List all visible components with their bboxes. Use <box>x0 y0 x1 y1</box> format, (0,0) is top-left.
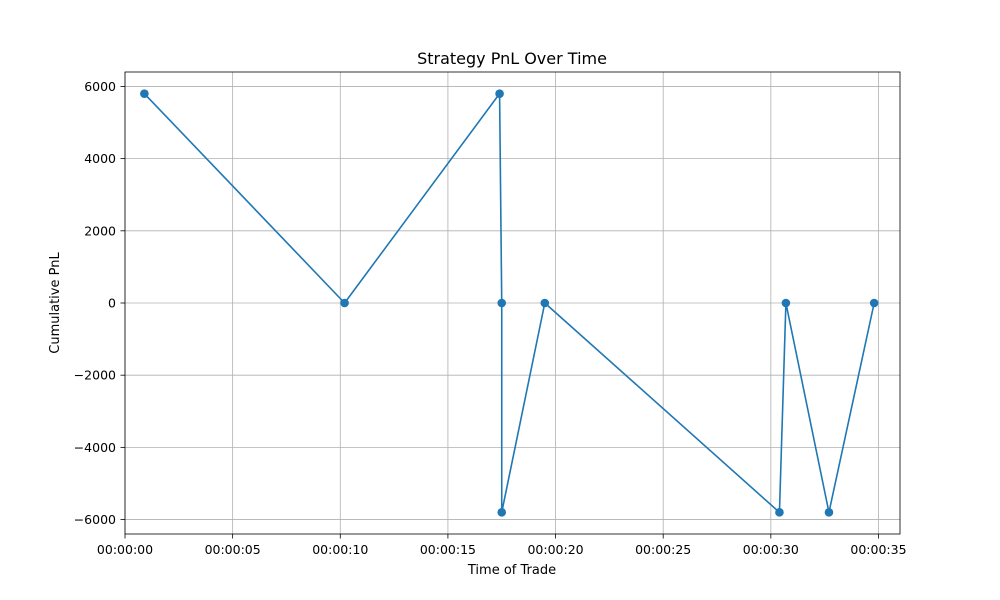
x-tick-label: 00:00:30 <box>743 542 799 557</box>
y-tick-label: −2000 <box>74 368 116 383</box>
x-tick-label: 00:00:05 <box>205 542 261 557</box>
x-tick-label: 00:00:20 <box>527 542 583 557</box>
x-tick-label: 00:00:35 <box>850 542 906 557</box>
y-tick-label: 6000 <box>84 79 116 94</box>
y-axis-label: Cumulative PnL <box>48 252 63 354</box>
data-point <box>869 298 879 308</box>
data-point <box>497 508 507 517</box>
y-tick-label: −6000 <box>74 512 116 527</box>
y-tick-label: 0 <box>108 296 116 311</box>
x-tick-label: 00:00:00 <box>97 542 153 557</box>
data-point <box>781 298 791 308</box>
x-tick-label: 00:00:25 <box>635 542 691 557</box>
grid-lines <box>124 72 900 534</box>
data-point <box>495 89 504 98</box>
data-point <box>824 508 834 517</box>
y-tick-label: 2000 <box>84 223 116 238</box>
data-point <box>540 298 550 308</box>
series-line <box>143 92 875 514</box>
axis-ticks: 00:00:00 00:00:05 00:00:10 00:00:15 00:00:20… <box>74 79 907 557</box>
y-tick-label: −4000 <box>74 440 116 455</box>
y-tick-label: 4000 <box>84 151 116 166</box>
x-axis-label: Time of Trade <box>467 563 556 578</box>
data-point <box>497 298 507 308</box>
chart-title: Strategy PnL Over Time <box>417 49 607 68</box>
x-tick-label: 00:00:15 <box>420 542 476 557</box>
series-layer <box>140 89 879 517</box>
data-point <box>340 298 349 308</box>
data-point <box>775 508 784 517</box>
data-point <box>140 89 149 98</box>
x-tick-label: 00:00:10 <box>312 542 368 557</box>
